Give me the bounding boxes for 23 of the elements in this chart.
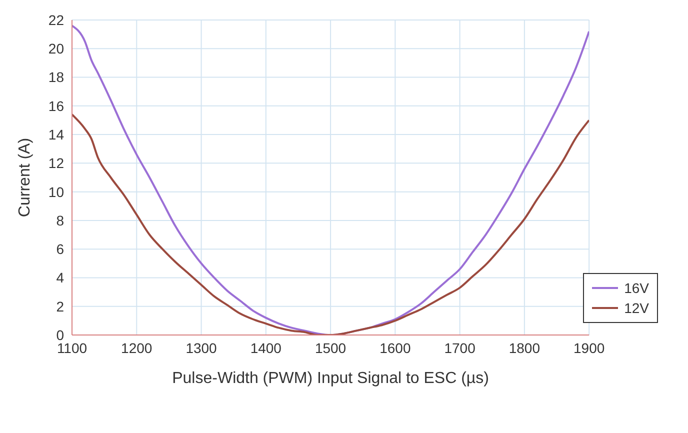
y-tick-label: 14 <box>48 126 64 143</box>
x-tick-label: 1900 <box>574 340 605 356</box>
x-tick-label: 1500 <box>314 340 346 356</box>
y-axis-title: Current (A) <box>16 138 34 218</box>
x-tick-label: 1200 <box>121 340 152 356</box>
x-tick-label: 1400 <box>250 340 282 356</box>
y-tick-label: 22 <box>48 12 64 28</box>
y-tick-label: 2 <box>56 298 64 314</box>
x-tick-label: 1300 <box>186 340 218 356</box>
x-axis-title: Pulse-Width (PWM) Input Signal to ESC (µs) <box>172 370 489 387</box>
y-tick-label: 12 <box>48 155 64 172</box>
y-tick-label: 18 <box>48 69 64 86</box>
x-tick-label: 1600 <box>380 340 411 356</box>
legend-label: 12V <box>624 299 649 318</box>
y-tick-label: 10 <box>48 184 64 200</box>
y-tick-label: 4 <box>56 270 64 286</box>
y-tick-label: 8 <box>56 212 64 228</box>
x-tick-label: 1700 <box>444 340 476 356</box>
y-tick-label: 20 <box>48 40 64 57</box>
y-tick-label: 6 <box>56 241 64 258</box>
legend-label: 16V <box>624 279 649 298</box>
x-tick-label: 1800 <box>508 340 540 356</box>
y-tick-label: 16 <box>48 98 64 114</box>
